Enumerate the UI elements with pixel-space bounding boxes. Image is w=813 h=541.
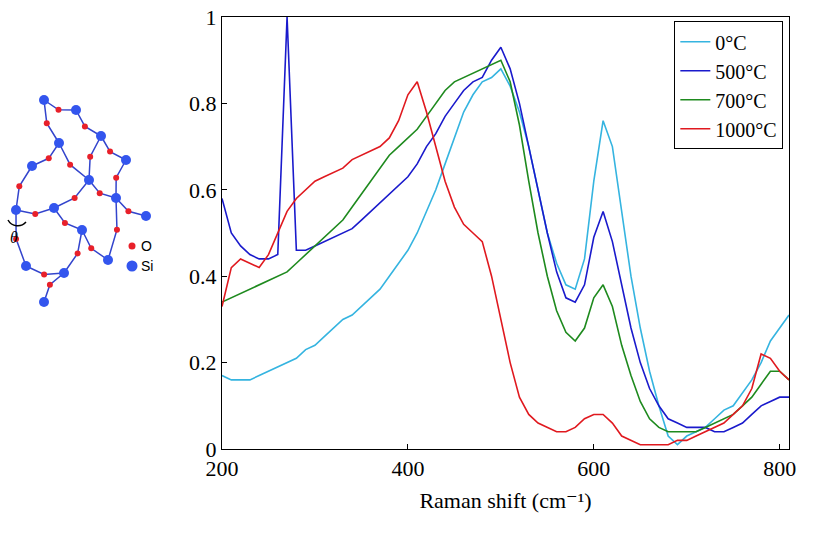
svg-text:800: 800 xyxy=(763,456,796,481)
svg-text:0.2: 0.2 xyxy=(189,350,217,375)
svg-text:1000°C: 1000°C xyxy=(715,119,776,141)
svg-text:0: 0 xyxy=(206,437,217,462)
svg-text:0°C: 0°C xyxy=(715,32,746,54)
svg-text:Raman shift (cm⁻¹): Raman shift (cm⁻¹) xyxy=(419,488,591,513)
svg-text:700°C: 700°C xyxy=(715,90,766,112)
svg-text:200: 200 xyxy=(206,456,239,481)
svg-text:500°C: 500°C xyxy=(715,61,766,83)
svg-text:0.8: 0.8 xyxy=(189,91,217,116)
svg-text:O: O xyxy=(141,238,152,254)
svg-text:Si: Si xyxy=(141,258,153,274)
svg-text:0.4: 0.4 xyxy=(189,264,217,289)
svg-text:600: 600 xyxy=(577,456,610,481)
svg-text:θ: θ xyxy=(10,229,18,246)
svg-text:1: 1 xyxy=(206,5,217,30)
svg-text:400: 400 xyxy=(391,456,424,481)
svg-text:0.6: 0.6 xyxy=(189,178,217,203)
